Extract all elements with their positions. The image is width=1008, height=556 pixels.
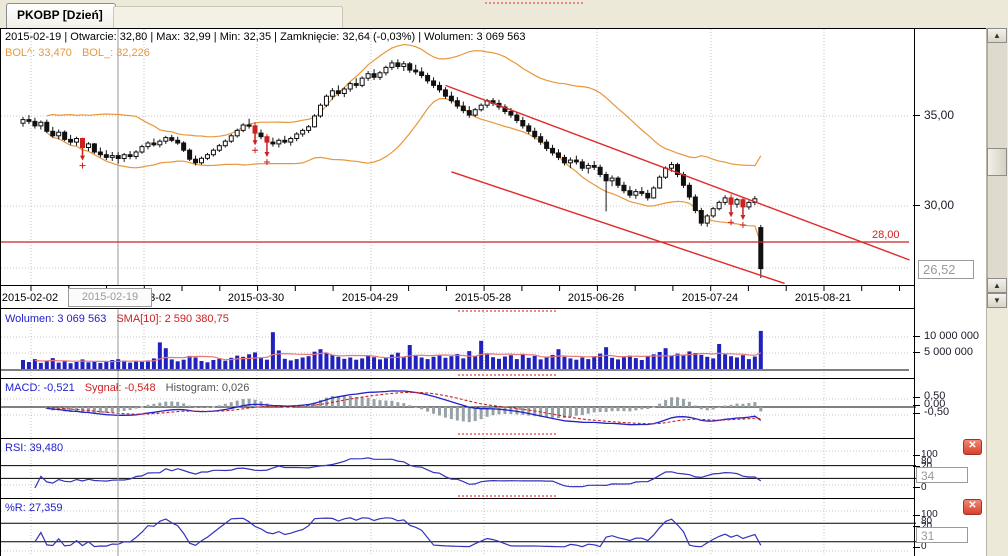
macd-tick-mark: [913, 405, 920, 406]
quote-volume: Wolumen: 3 069 563: [415, 31, 525, 43]
bollinger-lower-value: BOL_: 32,226: [81, 47, 150, 59]
rsi-panel: RSI: 39,480: [0, 438, 916, 499]
rsi-tick-mark: [913, 455, 920, 456]
red-dashed-mark: [458, 374, 556, 376]
wr-tick-20: 20: [921, 521, 932, 532]
wr-tick-mark: [913, 515, 920, 516]
quote-max: Max: 32,99: [147, 31, 210, 43]
wr-tick-80: 80: [921, 516, 933, 527]
rsi-plot[interactable]: [1, 439, 916, 499]
quote-open: Otwarcie: 32,80: [61, 31, 147, 43]
tab-bar: PKOBP [Dzień]: [0, 0, 1008, 29]
rsi-header: RSI: 39,480: [5, 442, 63, 454]
macd-tick-mark: [913, 397, 920, 398]
volume-tick-5m: 5 000 000: [924, 346, 973, 358]
quote-date: 2015-02-19: [5, 31, 62, 43]
scroll-up-button[interactable]: ▲: [987, 28, 1007, 43]
macd-tick-0: 0,00: [924, 398, 946, 410]
price-chart-panel: 2015-02-19Otwarcie: 32,80Max: 32,99Min: …: [0, 28, 916, 286]
price-tick-30: 30,00: [924, 198, 955, 212]
scroll-up-button-2[interactable]: ▲: [987, 278, 1007, 293]
x-axis-label: 2015-02-02: [1, 292, 59, 304]
price-tick-mark: [913, 205, 920, 206]
x-axis-label: 2015-08-21: [794, 292, 852, 304]
wr-tick-mark: [913, 526, 920, 527]
volume-tick-mark: [913, 352, 920, 353]
macd-plot[interactable]: [1, 379, 916, 439]
rsi-tick-100: 100: [921, 449, 938, 460]
volume-plot[interactable]: [1, 309, 916, 379]
last-price-box: 26,52: [918, 260, 974, 279]
volume-panel: Wolumen: 3 069 563 SMA[10]: 2 590 380,75: [0, 308, 916, 379]
scrollbar-thumb[interactable]: [987, 148, 1007, 176]
scroll-up-icon: ▲: [993, 31, 1001, 40]
red-dashed-mark: [458, 310, 556, 312]
volume-tick-10m: 10 000 000: [924, 330, 980, 342]
macd-tick-neg05: -0,50: [924, 406, 950, 418]
red-dashed-mark: [485, 2, 583, 4]
x-axis-label: 2015-05-28: [454, 292, 512, 304]
williams-r-plot[interactable]: [1, 499, 916, 556]
price-tick-mark: [913, 115, 920, 116]
wr-value-box: 31: [916, 527, 968, 543]
rsi-tick-mark: [913, 466, 920, 467]
scroll-down-icon: ▼: [993, 296, 1001, 305]
williams-r-header: %R: 27,359: [5, 502, 62, 514]
red-dashed-mark: [458, 433, 556, 435]
macd-tick-05: 0,50: [924, 390, 946, 402]
horizontal-line-label: 28,00: [872, 229, 900, 241]
macd-signal-value: Sygnał: -0,548: [84, 382, 156, 394]
wr-tick-mark: [913, 547, 920, 548]
volume-header: Wolumen: 3 069 563 SMA[10]: 2 590 380,75: [5, 313, 229, 325]
wr-tick-0: 0: [921, 541, 927, 552]
close-icon: ✕: [968, 500, 977, 511]
wr-tick-100: 100: [921, 509, 938, 520]
bollinger-upper-value: BOL^: 33,470: [5, 47, 72, 59]
macd-histogram-value: Histogram: 0,026: [165, 382, 250, 394]
wr-close-button[interactable]: ✕: [963, 499, 982, 515]
rsi-value: RSI: 39,480: [5, 442, 64, 454]
price-chart-plot[interactable]: [1, 29, 916, 286]
macd-panel: MACD: -0,521 Sygnał: -0,548 Histogram: 0,0…: [0, 378, 916, 439]
quote-close: Zamknięcie: 32,64 (-0,03%): [271, 31, 415, 43]
x-axis: [0, 285, 915, 308]
macd-value: MACD: -0,521: [5, 382, 75, 394]
x-axis-label: 2015-06-26: [567, 292, 625, 304]
scroll-down-button[interactable]: ▼: [987, 293, 1007, 308]
williams-r-panel: %R: 27,359: [0, 498, 916, 556]
rsi-close-button[interactable]: ✕: [963, 439, 982, 455]
volume-tick-mark: [913, 336, 920, 337]
quote-min: Min: 32,35: [211, 31, 271, 43]
macd-header: MACD: -0,521 Sygnał: -0,548 Histogram: 0,0…: [5, 382, 249, 394]
quote-info-line: 2015-02-19Otwarcie: 32,80Max: 32,99Min: …: [5, 31, 525, 43]
tab-pkobp[interactable]: PKOBP [Dzień]: [6, 3, 116, 28]
scroll-up-icon: ▲: [993, 281, 1001, 290]
inactive-tab[interactable]: [113, 6, 343, 29]
volume-value: Wolumen: 3 069 563: [5, 313, 107, 325]
crosshair-date-box: 2015-02-19: [68, 288, 152, 307]
rsi-tick-0: 0: [921, 482, 927, 493]
volume-sma-value: SMA[10]: 2 590 380,75: [116, 313, 229, 325]
williams-r-value: %R: 27,359: [5, 502, 63, 514]
x-axis-label: 2015-03-30: [227, 292, 285, 304]
x-axis-label: 2015-04-29: [341, 292, 399, 304]
tab-title: PKOBP [Dzień]: [17, 8, 103, 22]
price-tick-35: 35,00: [924, 108, 955, 122]
rsi-tick-80: 80: [921, 456, 933, 467]
rsi-tick-20: 20: [921, 461, 932, 472]
rsi-tick-mark: [913, 487, 920, 488]
x-axis-label: 2015-07-24: [681, 292, 739, 304]
close-icon: ✕: [968, 440, 977, 451]
macd-tick-mark: [913, 413, 920, 414]
bollinger-info-line: BOL^: 33,470 BOL_: 32,226: [5, 47, 150, 59]
rsi-value-box: 34: [916, 467, 968, 483]
red-dashed-mark: [458, 495, 556, 497]
